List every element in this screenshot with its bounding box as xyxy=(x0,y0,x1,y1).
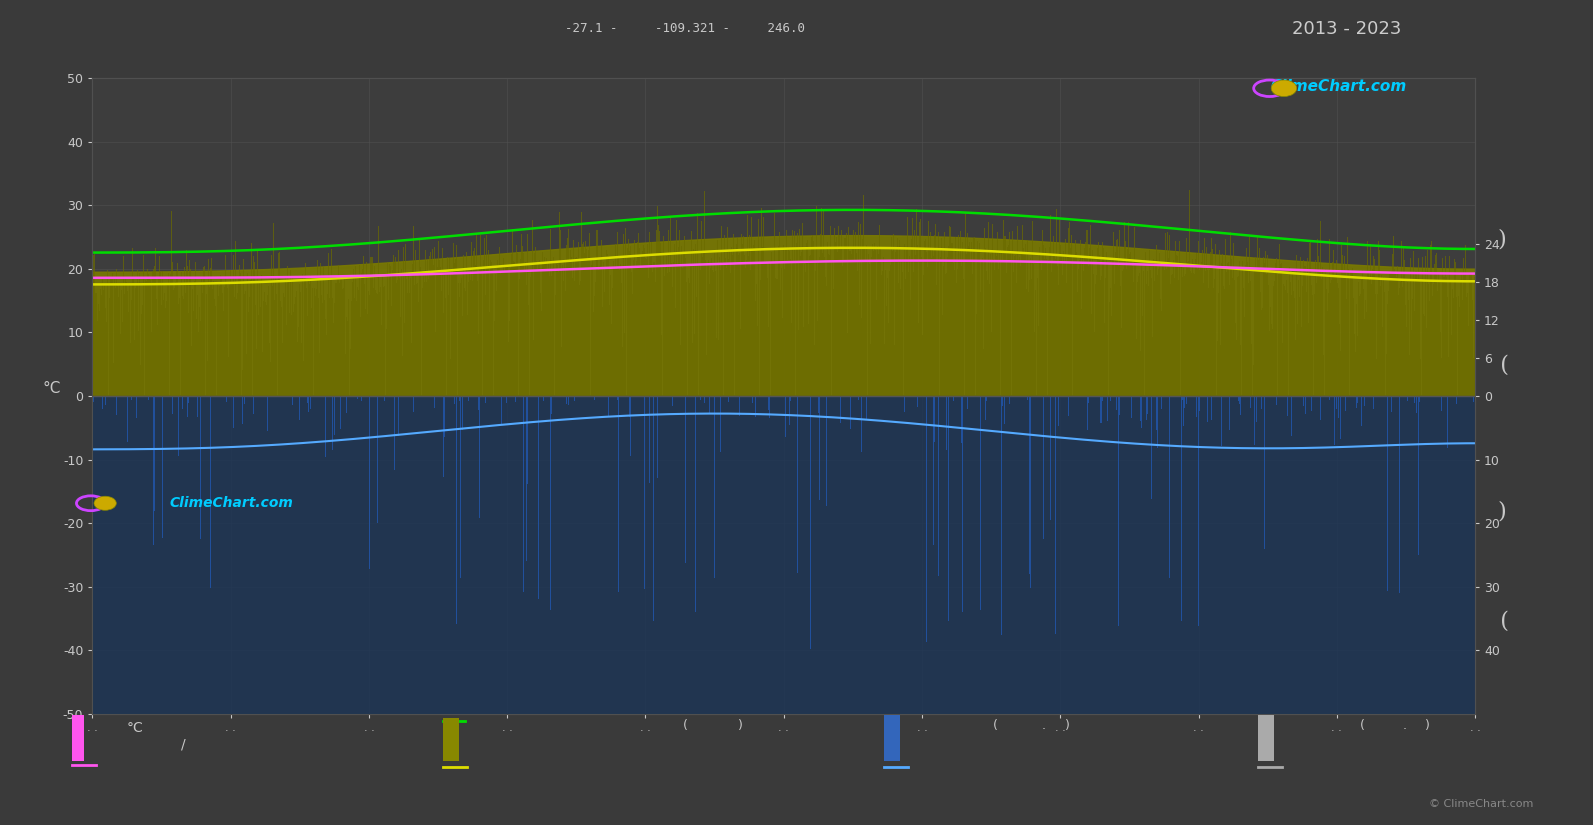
Text: 2013 - 2023: 2013 - 2023 xyxy=(1292,20,1402,38)
Text: ): ) xyxy=(1424,719,1431,733)
Text: ): ) xyxy=(738,719,744,733)
Text: ): ) xyxy=(1497,501,1507,522)
Text: (: ( xyxy=(682,719,688,733)
Text: .: . xyxy=(1403,719,1407,733)
Text: ClimeChart.com: ClimeChart.com xyxy=(1270,79,1407,94)
Text: /: / xyxy=(182,738,185,752)
Text: -27.1 -     -109.321 -     246.0: -27.1 - -109.321 - 246.0 xyxy=(566,22,804,35)
Text: (: ( xyxy=(992,719,999,733)
Text: ): ) xyxy=(1064,719,1070,733)
Y-axis label: °C: °C xyxy=(43,381,61,396)
Text: .: . xyxy=(1042,719,1045,733)
Text: ): ) xyxy=(1497,229,1507,250)
Text: °C: °C xyxy=(127,721,143,735)
Text: © ClimeChart.com: © ClimeChart.com xyxy=(1429,799,1534,809)
Text: ClimeChart.com: ClimeChart.com xyxy=(169,497,293,510)
Text: (: ( xyxy=(1359,719,1365,733)
Text: ): ) xyxy=(1497,608,1507,629)
Text: ): ) xyxy=(1497,352,1507,374)
